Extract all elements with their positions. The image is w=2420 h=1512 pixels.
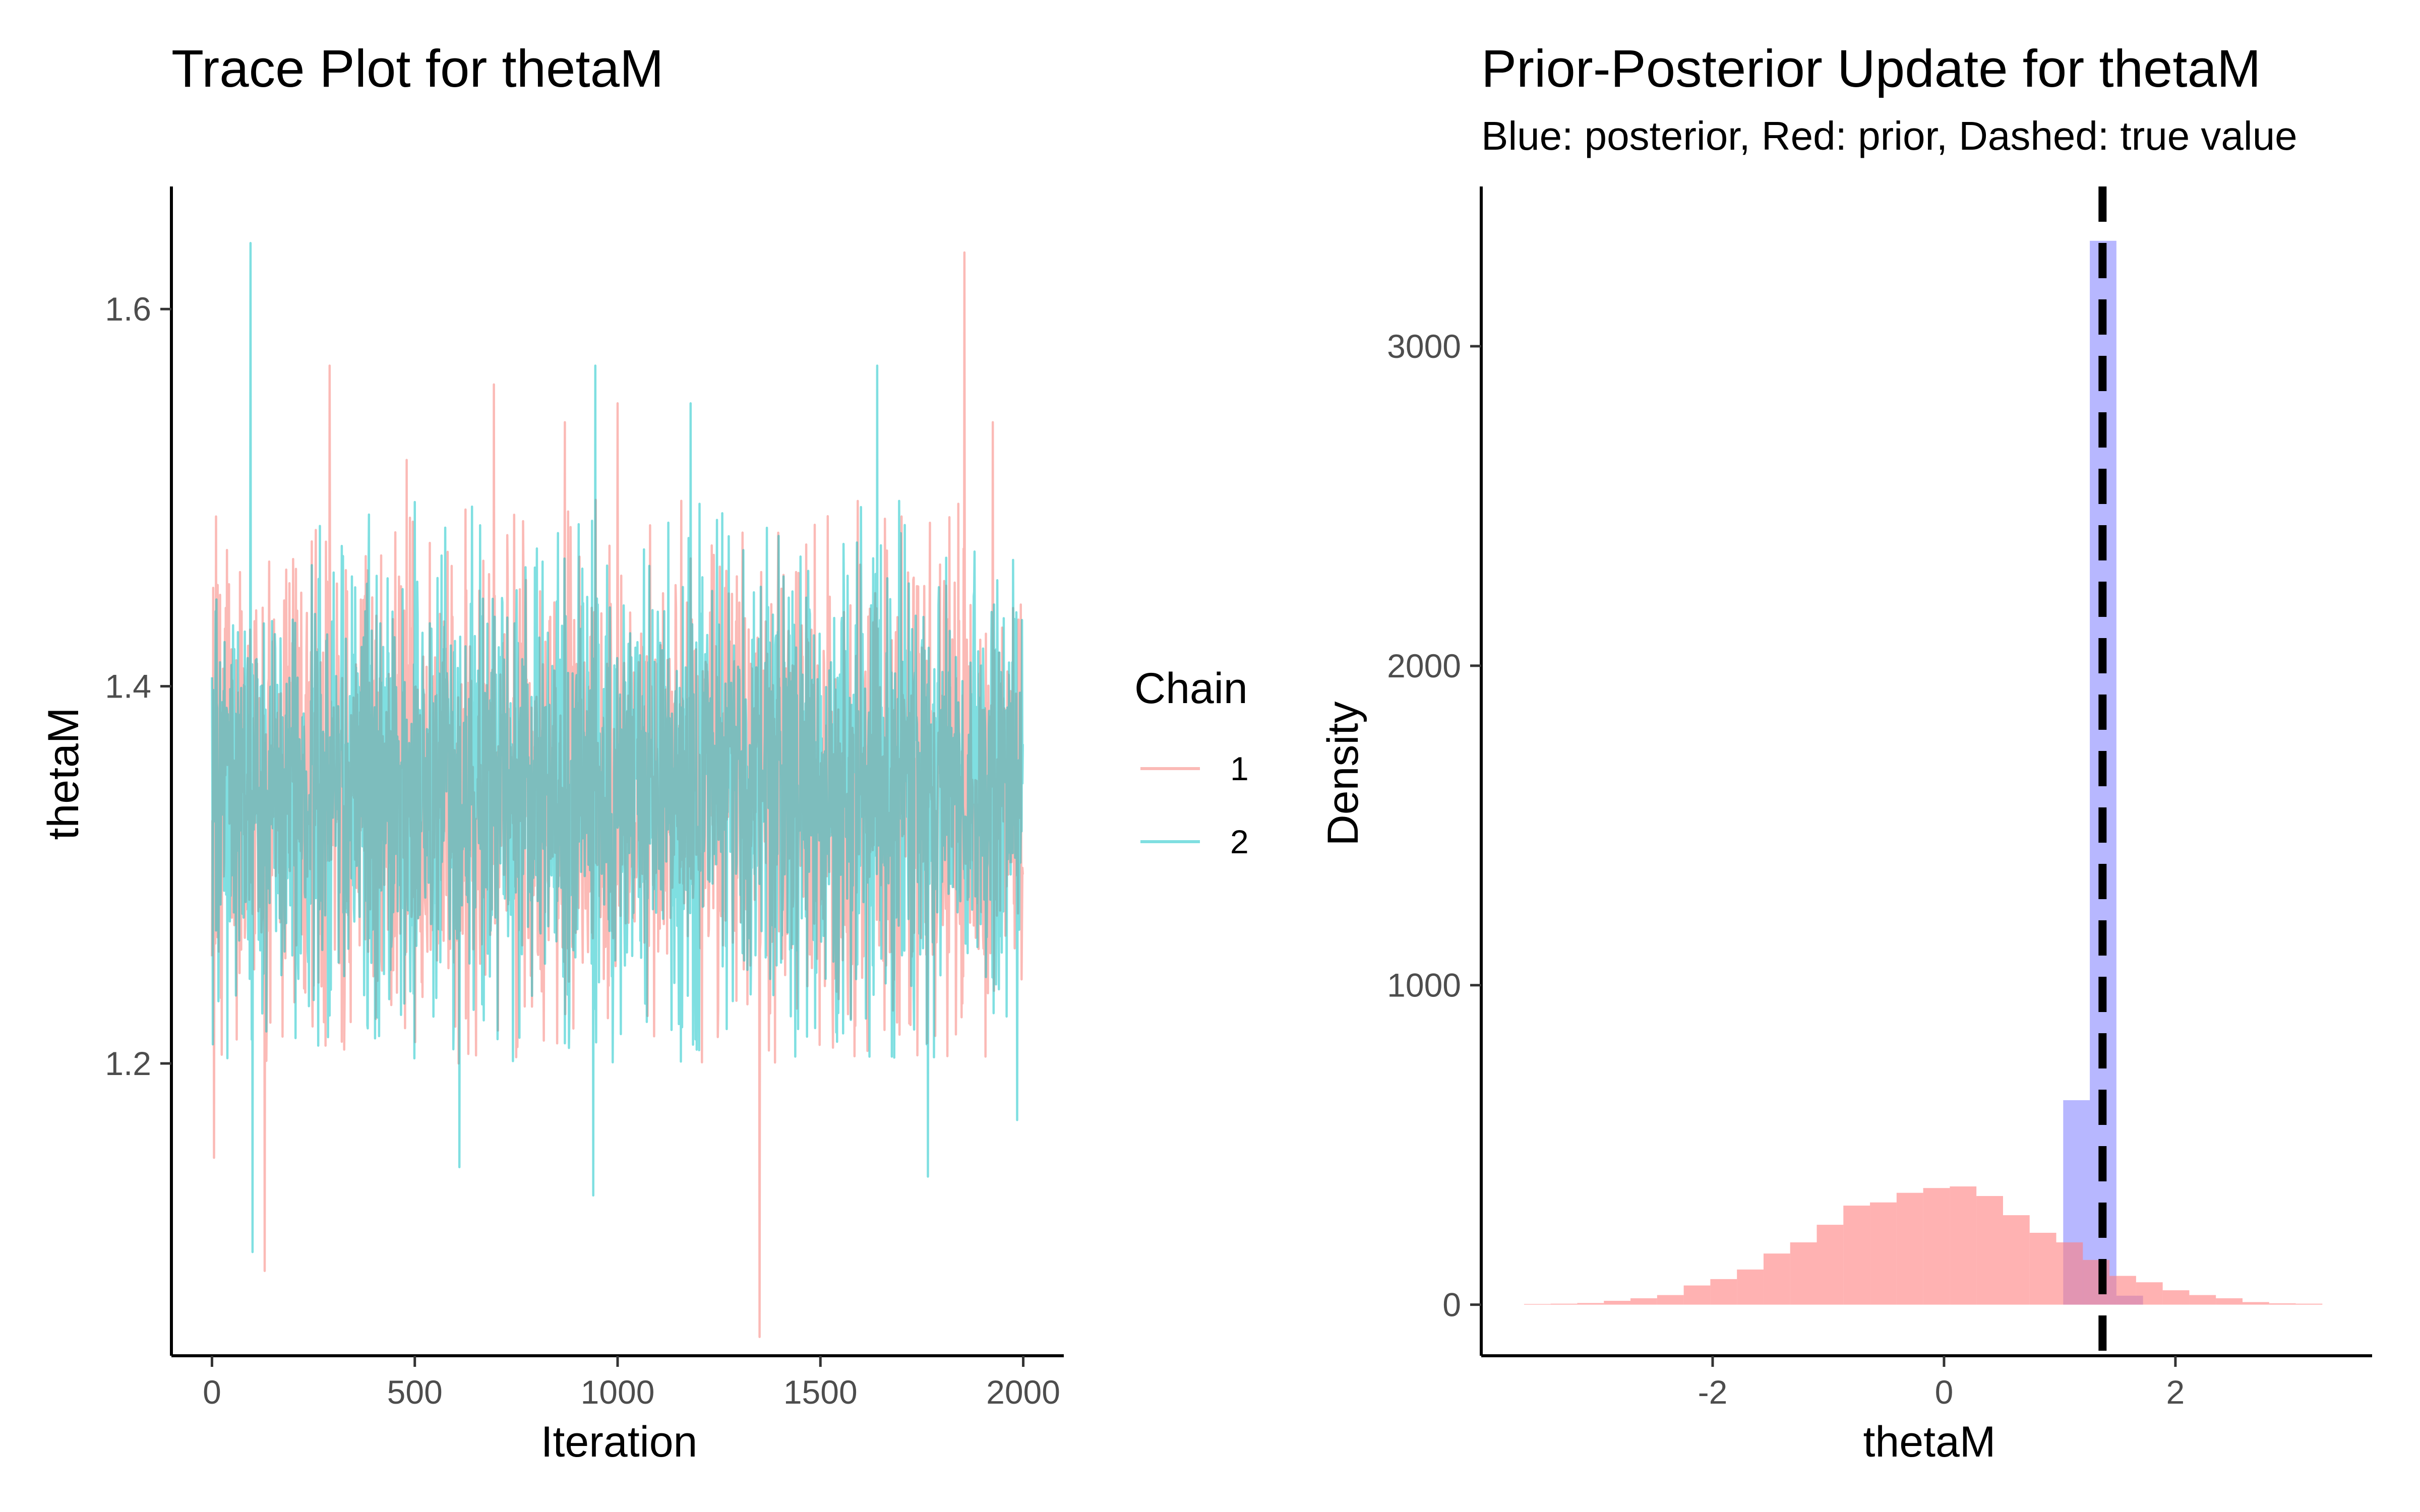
prior-bar	[2136, 1282, 2163, 1305]
trace-y-tick-label: 1.4	[105, 668, 151, 705]
hist-y-tick-label: 1000	[1387, 967, 1461, 1004]
histogram-axes: -2 0 2 0 1000 2000 3000	[1387, 186, 2372, 1411]
legend-label-chain-1: 1	[1230, 750, 1249, 787]
trace-x-tick-label: 2000	[986, 1373, 1060, 1411]
prior-posterior-panel: Prior-Posterior Update for thetaM Blue: …	[1319, 39, 2372, 1466]
trace-x-tick-label: 500	[387, 1373, 443, 1411]
hist-y-tick-label: 3000	[1387, 328, 1461, 365]
prior-bar	[1657, 1295, 1684, 1305]
prior-bar	[1817, 1225, 1844, 1305]
hist-x-tick-label: 2	[2166, 1373, 2185, 1411]
hist-y-axis-title: Density	[1319, 702, 1367, 846]
prior-bar	[2109, 1276, 2136, 1305]
trace-y-axis-title: thetaM	[39, 708, 88, 840]
prior-bar	[2269, 1303, 2296, 1305]
prior-bar	[2003, 1215, 2030, 1305]
prior-posterior-subtitle: Blue: posterior, Red: prior, Dashed: tru…	[1481, 113, 2297, 158]
prior-bar	[1950, 1186, 1977, 1305]
histogram-bars	[1524, 186, 2323, 1356]
legend-title: Chain	[1134, 664, 1248, 713]
trace-x-tick-label: 1000	[581, 1373, 655, 1411]
prior-bar	[2162, 1290, 2190, 1305]
prior-bar	[1896, 1192, 1923, 1305]
prior-bar	[2216, 1298, 2243, 1305]
prior-bar	[1763, 1253, 1790, 1305]
legend-label-chain-2: 2	[1230, 823, 1249, 860]
prior-bar	[2295, 1303, 2323, 1305]
prior-bar	[1630, 1298, 1657, 1305]
trace-lines	[211, 242, 1024, 1338]
hist-y-tick-label: 0	[1442, 1286, 1461, 1324]
prior-bar	[1870, 1202, 1897, 1305]
prior-bar	[1737, 1269, 1764, 1305]
trace-x-tick-label: 1500	[783, 1373, 858, 1411]
prior-posterior-title: Prior-Posterior Update for thetaM	[1481, 39, 2261, 98]
hist-y-tick-label: 2000	[1387, 647, 1461, 684]
hist-x-tick-label: -2	[1698, 1373, 1728, 1411]
prior-bar	[1604, 1300, 1631, 1305]
prior-bar	[1683, 1285, 1711, 1305]
prior-bar	[2242, 1302, 2269, 1305]
hist-x-tick-label: 0	[1935, 1373, 1954, 1411]
trace-plot-panel: Trace Plot for thetaM 0 500 1000 1500 2000 1.…	[39, 39, 1249, 1466]
prior-bar	[2029, 1232, 2056, 1305]
prior-bar	[1550, 1303, 1578, 1305]
prior-bar	[2056, 1242, 2083, 1305]
prior-bar	[1843, 1206, 1870, 1305]
prior-bar	[2189, 1295, 2216, 1305]
trace-axes: 0 500 1000 1500 2000 1.2 1.4 1.6	[105, 186, 1064, 1411]
prior-bar	[1976, 1196, 2003, 1305]
trace-line-chain-2	[211, 242, 1024, 1253]
trace-y-tick-label: 1.6	[105, 290, 151, 328]
prior-bar	[1710, 1279, 1737, 1305]
trace-x-axis-title: Iteration	[541, 1418, 698, 1466]
chain-legend: Chain 1 2	[1134, 664, 1249, 860]
hist-x-axis-title: thetaM	[1863, 1418, 1996, 1466]
trace-x-tick-label: 0	[203, 1373, 221, 1411]
prior-bar	[1923, 1188, 1950, 1305]
trace-y-tick-label: 1.2	[105, 1045, 151, 1082]
trace-plot-title: Trace Plot for thetaM	[171, 39, 663, 98]
prior-bar	[1577, 1303, 1604, 1305]
prior-bar	[1790, 1242, 1817, 1305]
